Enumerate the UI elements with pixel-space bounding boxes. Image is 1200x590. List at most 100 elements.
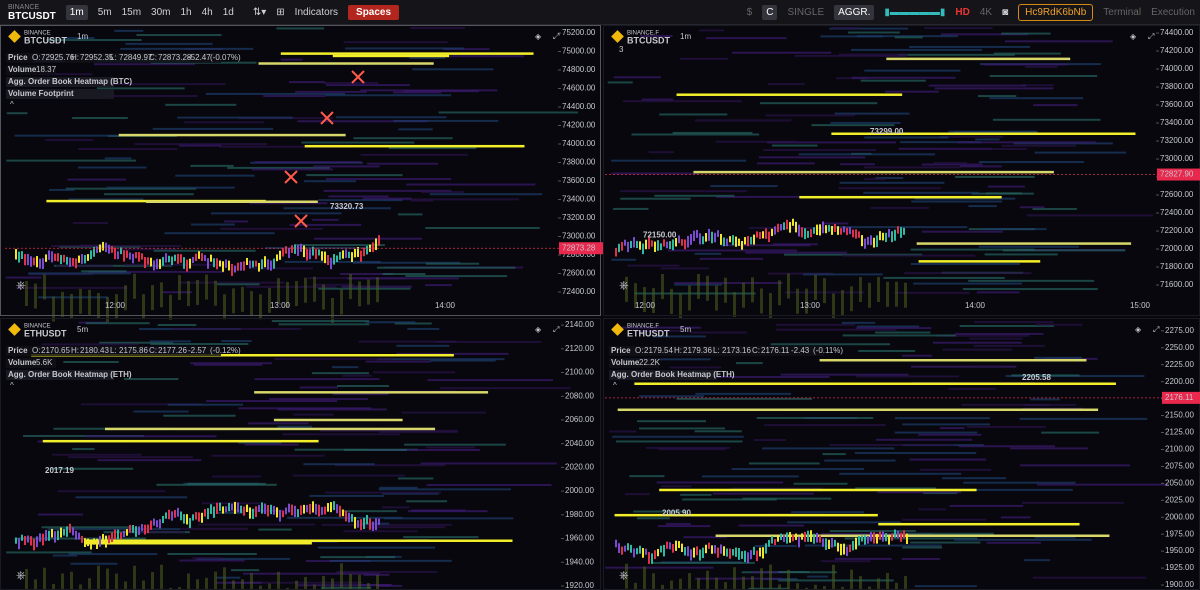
candle xyxy=(762,547,764,559)
heat-cell xyxy=(894,291,970,294)
timeframe[interactable]: 5m xyxy=(97,6,112,18)
price-annotation: 2205.58 xyxy=(1022,373,1051,382)
ohlc-key: L: xyxy=(110,53,117,62)
single-toggle[interactable]: SINGLE xyxy=(787,6,825,18)
heat-cell xyxy=(839,472,962,475)
heat-cell xyxy=(780,373,909,376)
y-tick-label: 2225.00 xyxy=(1165,360,1194,369)
heat-cell xyxy=(211,454,325,457)
heat-cell xyxy=(360,153,468,156)
heat-cell xyxy=(396,344,450,347)
camera-icon[interactable]: ◙ xyxy=(1002,6,1009,18)
timeframe[interactable]: 1m xyxy=(65,4,88,20)
y-tick-label: 2060.00 xyxy=(565,415,594,424)
hd-toggle[interactable]: HD xyxy=(955,6,970,18)
aggr-toggle[interactable]: AGGR. xyxy=(834,4,875,20)
ohlc-key: C: xyxy=(752,346,760,355)
y-tick-label: 73800.00 xyxy=(1160,82,1194,91)
candle xyxy=(801,227,803,238)
volume-bar xyxy=(34,579,37,590)
heat-cell xyxy=(365,321,416,324)
candle xyxy=(243,261,245,271)
heat-cell xyxy=(231,569,260,572)
x-tick-label: 14:00 xyxy=(965,301,986,310)
candle xyxy=(627,543,629,551)
chart-type-icon[interactable]: ⇅▾ xyxy=(252,6,267,18)
candle xyxy=(357,520,359,528)
heat-cell xyxy=(405,275,508,278)
symbol-selector[interactable]: BINANCE BTCUSDT xyxy=(8,3,56,22)
candle xyxy=(168,255,170,263)
spaces-button[interactable]: Spaces xyxy=(348,4,400,20)
heat-cell xyxy=(902,423,991,426)
candle xyxy=(198,251,200,259)
heat-cell xyxy=(80,244,109,247)
volume-value: 22.2K xyxy=(639,358,661,367)
y-tick-label: 74000.00 xyxy=(562,139,596,148)
y-tick-label: 2250.00 xyxy=(1165,343,1194,352)
heat-cell xyxy=(772,144,818,147)
indicator-label: Volume Footprint xyxy=(8,89,74,98)
volume-bar xyxy=(70,293,73,319)
candle xyxy=(324,251,326,264)
indicators-button[interactable]: Indicators xyxy=(294,6,339,18)
heat-cell xyxy=(911,200,1003,203)
candle xyxy=(234,501,236,514)
heat-cell xyxy=(162,291,192,294)
heat-cell xyxy=(313,165,380,168)
candle xyxy=(102,241,104,251)
candle xyxy=(273,258,275,269)
candle xyxy=(171,256,173,266)
change-value: -52.47 xyxy=(188,53,211,62)
candle xyxy=(156,520,158,528)
volume-bar xyxy=(850,286,853,312)
terminal-tab[interactable]: Terminal xyxy=(1103,6,1142,18)
layers-icon: ◈ xyxy=(1130,32,1137,41)
heat-cell xyxy=(668,249,797,252)
heat-cell xyxy=(242,572,380,575)
execution-tab[interactable]: Execution xyxy=(1151,6,1195,18)
slider[interactable]: ▮▬▬▬▬▬▮ xyxy=(884,6,946,18)
heat-cell xyxy=(425,262,480,265)
volume-bar xyxy=(178,275,181,301)
candle xyxy=(159,259,161,269)
currency-toggle[interactable]: $ xyxy=(746,6,753,18)
heat-cell xyxy=(103,94,198,97)
candle xyxy=(174,254,176,262)
candle xyxy=(357,246,359,257)
candle xyxy=(378,235,380,246)
heat-cell xyxy=(765,114,855,117)
volume-bar xyxy=(652,573,655,590)
timeframe[interactable]: 1h xyxy=(180,6,192,18)
candle xyxy=(42,533,44,546)
candle xyxy=(879,231,881,241)
candle xyxy=(348,251,350,259)
c-toggle[interactable]: C xyxy=(762,4,778,20)
4k-toggle[interactable]: 4K xyxy=(979,6,993,18)
candle xyxy=(69,257,71,267)
candle xyxy=(279,509,281,522)
candle xyxy=(810,530,812,542)
heat-cell xyxy=(910,262,1020,265)
timeframe[interactable]: 1d xyxy=(222,6,234,18)
candle xyxy=(138,252,140,262)
candle xyxy=(663,544,665,557)
candle xyxy=(303,504,305,514)
layout-icon[interactable]: ⊞ xyxy=(276,6,285,18)
timeframe[interactable]: 4h xyxy=(201,6,213,18)
heat-cell xyxy=(297,120,429,123)
account-button[interactable]: Hc9RdK6bNb xyxy=(1018,3,1094,21)
heat-cell xyxy=(393,119,499,122)
candle xyxy=(669,542,671,550)
timeframe[interactable]: 15m xyxy=(121,6,142,18)
candle xyxy=(267,259,269,270)
timeframe[interactable]: 30m xyxy=(151,6,171,18)
candle xyxy=(162,515,164,524)
ohlc-key: O: xyxy=(32,53,40,62)
candle xyxy=(825,225,827,234)
candle xyxy=(255,260,257,267)
candle xyxy=(132,253,134,264)
candle xyxy=(111,246,113,253)
candle xyxy=(633,548,635,558)
ohlc-value: 72952.35 xyxy=(80,53,114,62)
